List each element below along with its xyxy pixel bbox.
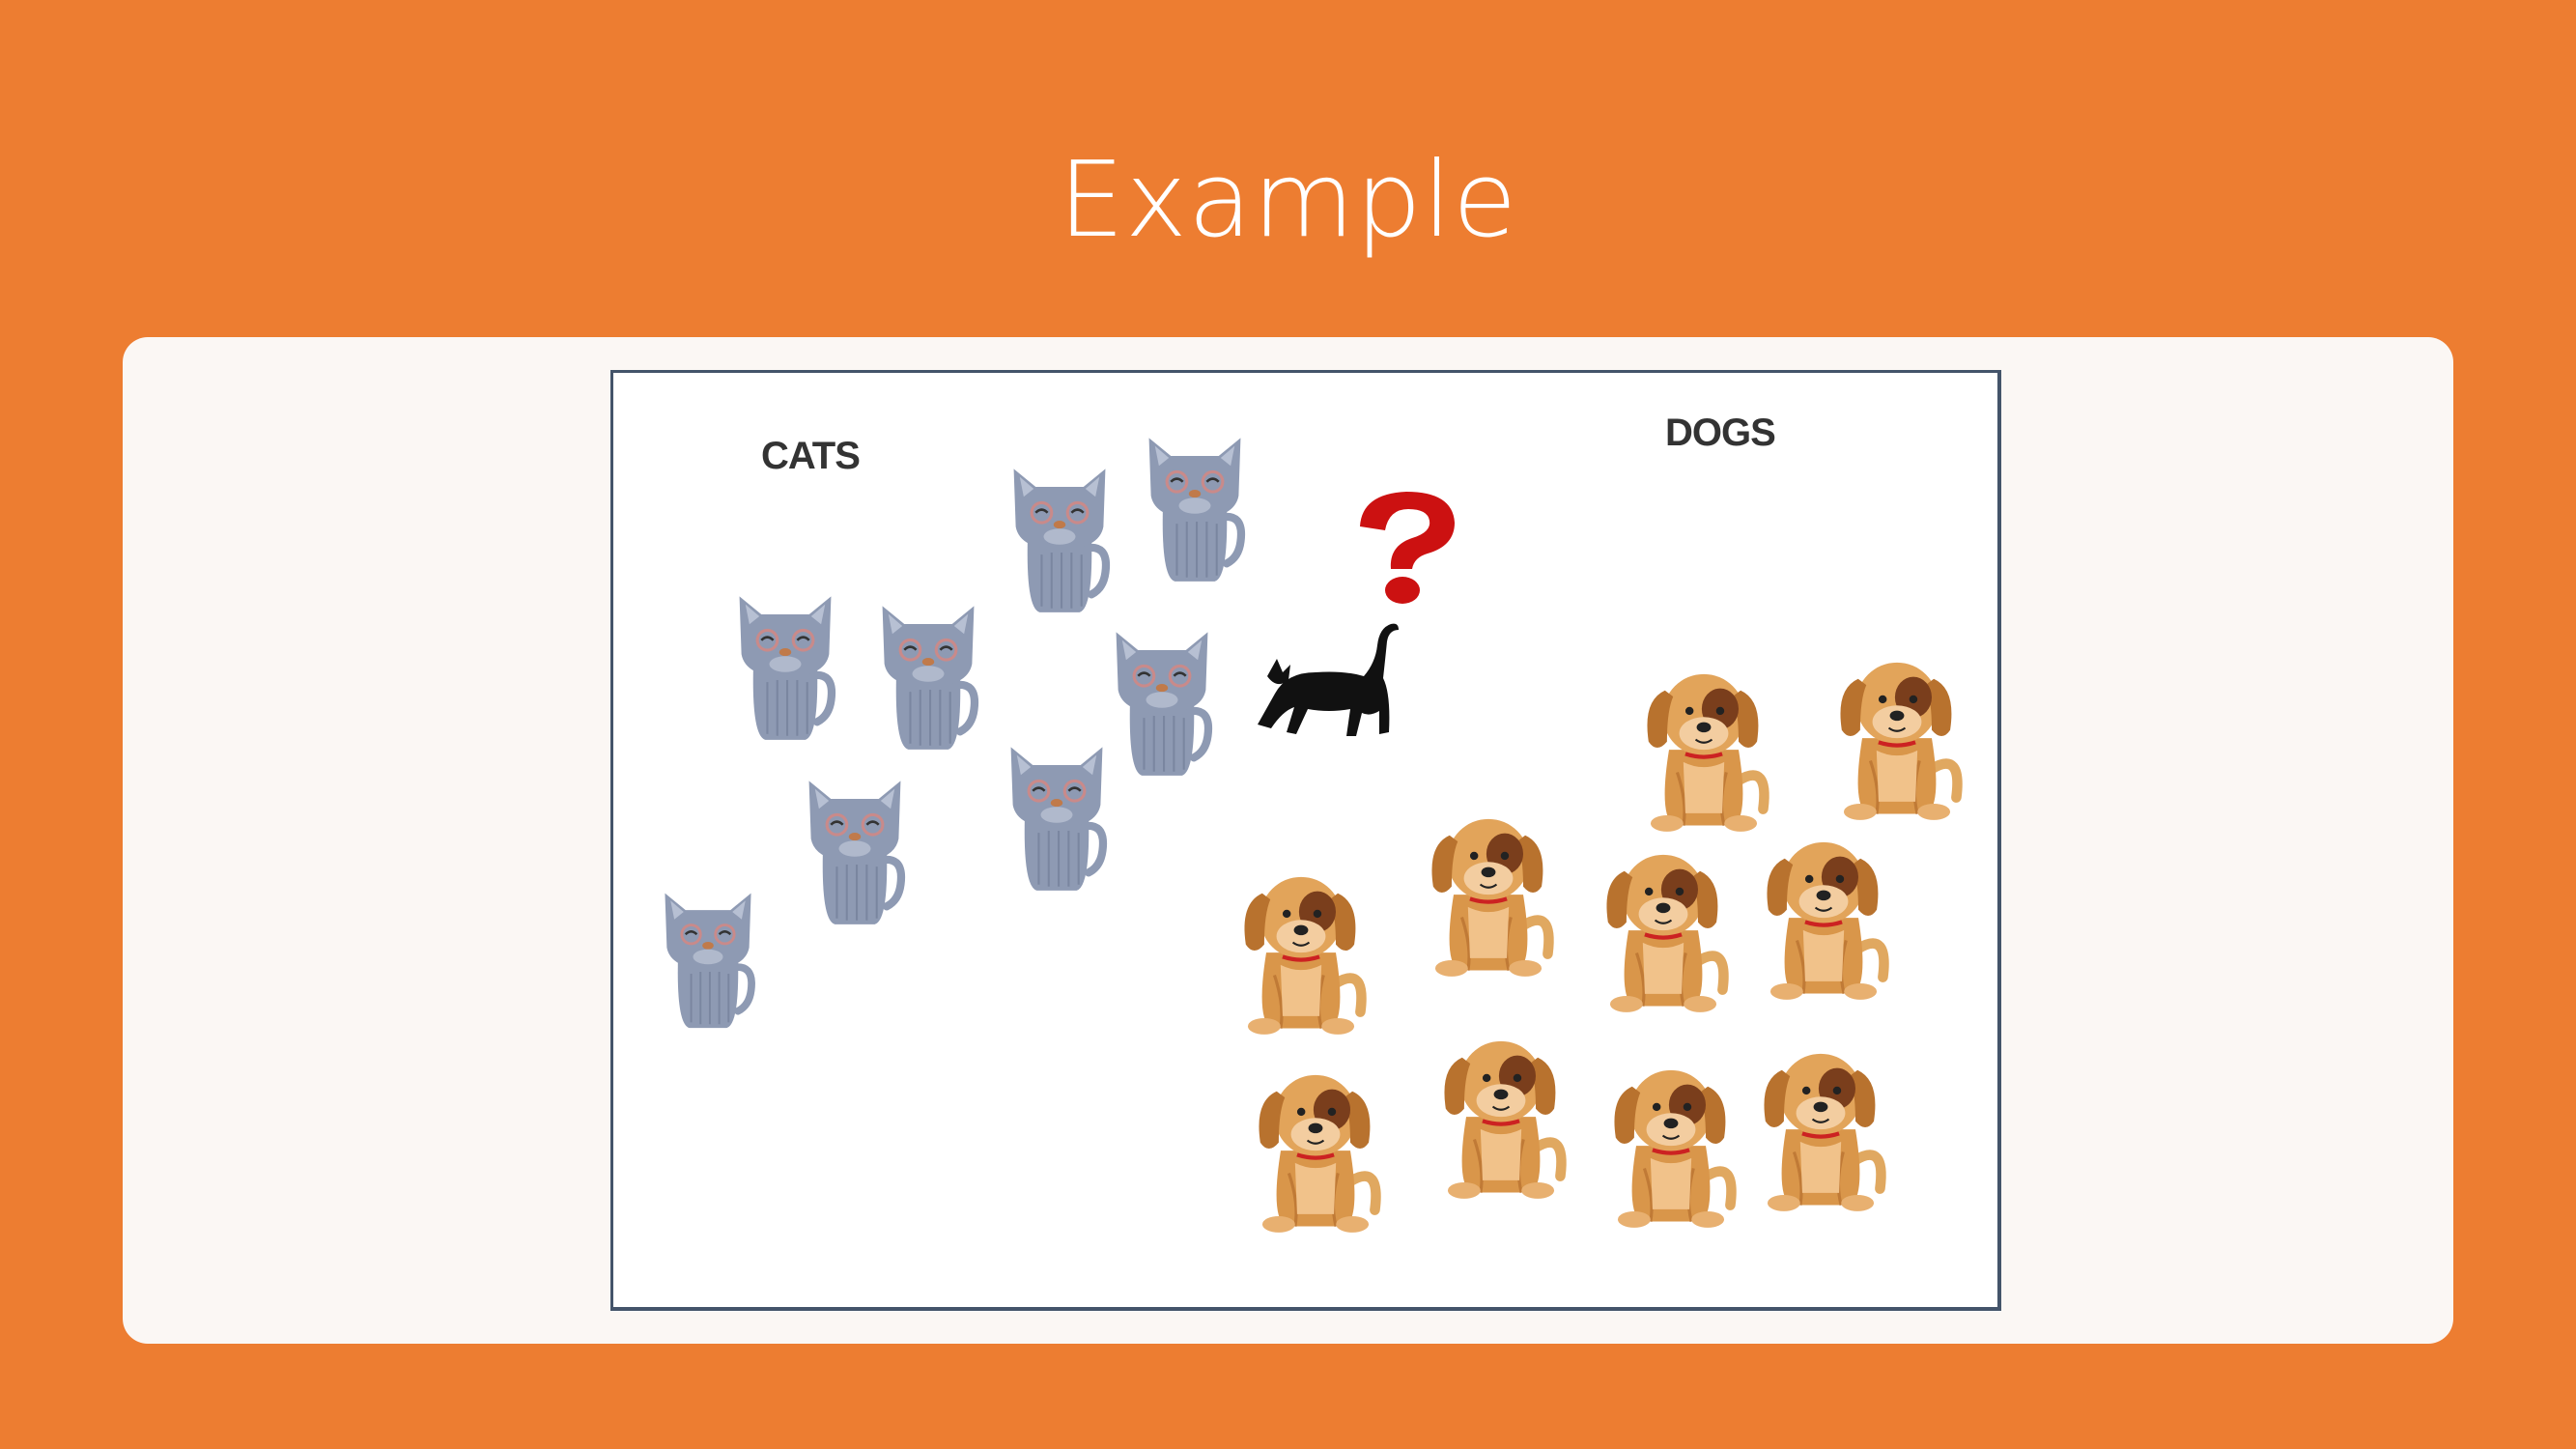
dog-icon [1631, 660, 1776, 834]
cats-label: CATS [761, 435, 861, 477]
cat-icon [1132, 426, 1258, 585]
cat-icon [792, 769, 918, 928]
dog-icon [1748, 1039, 1893, 1213]
dog-icon [1416, 805, 1561, 979]
dog-icon [1229, 863, 1373, 1037]
dog-icon [1591, 840, 1736, 1014]
question-mark-icon [1360, 492, 1455, 604]
frame-border [610, 370, 2001, 1311]
slide-title: Example [1058, 140, 1518, 261]
black-cat-silhouette-icon [1258, 623, 1399, 736]
illustration-frame: CATS DOGS [610, 370, 2001, 1312]
dog-icon [1599, 1056, 1743, 1230]
dog-icon [1243, 1061, 1388, 1235]
cat-icon [997, 457, 1122, 616]
cat-icon [650, 882, 766, 1032]
cat-icon [865, 594, 991, 753]
cat-icon [722, 584, 848, 744]
dogs-label: DOGS [1665, 412, 1776, 454]
dog-icon [1825, 648, 1969, 822]
dog-icon [1429, 1027, 1573, 1201]
dog-icon [1751, 828, 1896, 1002]
cat-icon [994, 735, 1119, 895]
